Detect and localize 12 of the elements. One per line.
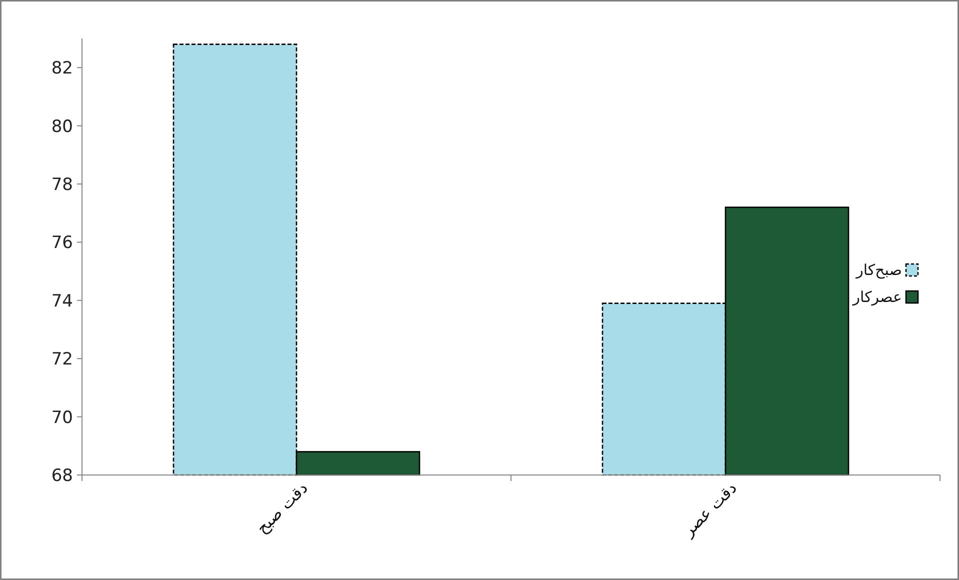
y-tick-label: 82 bbox=[51, 58, 73, 79]
y-tick-label: 72 bbox=[51, 350, 73, 370]
y-tick-label: 78 bbox=[51, 175, 73, 195]
legend-label: عصرکار bbox=[852, 288, 902, 306]
x-tick-label: دقت صبح bbox=[252, 478, 312, 538]
y-tick-label: 80 bbox=[51, 116, 73, 137]
y-tick-label: 70 bbox=[51, 408, 73, 428]
y-tick-label: 74 bbox=[51, 291, 73, 312]
y-tick-label: 76 bbox=[51, 233, 73, 254]
x-tick-label: دقت عصر bbox=[678, 478, 740, 540]
legend-label: صبح‌کار bbox=[855, 261, 902, 279]
y-tick-label: 68 bbox=[51, 466, 73, 486]
